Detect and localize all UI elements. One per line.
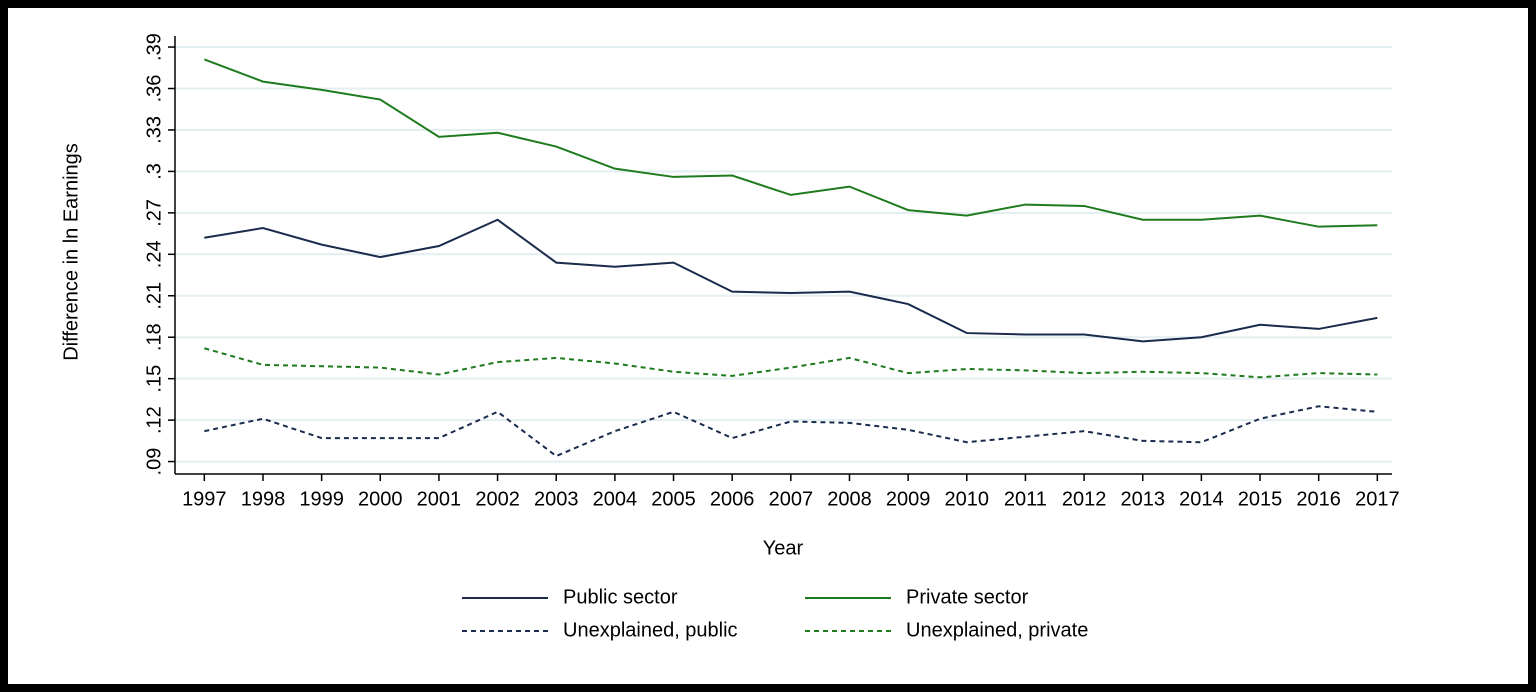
y-tick-label: .09 [143,448,165,476]
y-tick-label: .3 [143,163,165,180]
x-tick-label: 2002 [475,488,520,510]
x-tick-label: 2010 [945,488,990,510]
series-line [203,58,1378,228]
x-tick-label: 2011 [1004,488,1047,510]
x-tick-label: 2000 [358,488,403,510]
x-tick-label: 2015 [1238,488,1283,510]
x-tick-label: 2017 [1355,488,1400,510]
y-tick-label: .21 [143,282,165,310]
x-tick-label: 2008 [827,488,872,510]
legend-label: Private sector [906,586,1029,608]
y-tick-label: .12 [143,406,165,434]
y-tick-label: .15 [143,365,165,393]
y-tick-label: .18 [143,323,165,351]
legend-label: Public sector [563,586,678,608]
x-tick-label: 2013 [1120,488,1165,510]
x-tick-label: 2003 [534,488,579,510]
legend-label: Unexplained, private [906,619,1088,641]
x-axis-label: Year [763,537,804,559]
y-tick-label: .33 [143,116,165,144]
y-tick-label: .24 [143,240,165,268]
y-tick-label: .36 [143,75,165,103]
series-line [204,405,1378,458]
x-tick-label: 2016 [1296,488,1341,510]
x-tick-label: 2001 [417,488,462,510]
x-tick-label: 2005 [651,488,696,510]
x-tick-label: 2006 [710,488,755,510]
series-line [204,218,1378,343]
x-tick-label: 2012 [1062,488,1107,510]
x-tick-label: 1999 [299,488,344,510]
x-tick-label: 2004 [593,488,638,510]
y-axis-label: Difference in ln Earnings [60,143,82,361]
x-tick-label: 2014 [1179,488,1224,510]
x-tick-label: 1998 [241,488,286,510]
y-tick-label: .27 [143,199,165,227]
legend-label: Unexplained, public [563,619,738,641]
x-tick-label: 2007 [769,488,814,510]
background [8,8,1528,684]
x-tick-label: 2009 [886,488,931,510]
y-tick-label: .39 [143,33,165,61]
x-tick-label: 1997 [182,488,227,510]
